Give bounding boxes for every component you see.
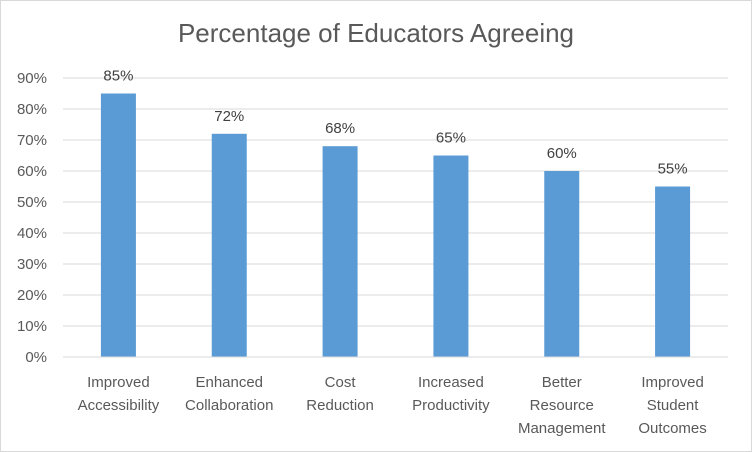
x-tick-label: Enhanced Collaboration <box>185 374 273 414</box>
y-tick-label: 10% <box>17 318 47 335</box>
bar[interactable] <box>544 171 580 357</box>
bar[interactable] <box>100 93 136 358</box>
y-tick-label: 40% <box>17 225 47 242</box>
bar[interactable] <box>433 155 469 358</box>
data-label: 60% <box>547 145 577 162</box>
data-label: 72% <box>214 108 244 125</box>
chart-title: Percentage of Educators Agreeing <box>177 18 575 48</box>
y-tick-label: 80% <box>17 101 47 118</box>
x-tick-label: Better Resource Management <box>518 374 606 437</box>
y-tick-label: 70% <box>17 132 47 149</box>
bar[interactable] <box>322 146 358 357</box>
x-tick-label: Improved Student Outcomes <box>638 374 706 437</box>
bar[interactable] <box>211 133 247 357</box>
data-label: 85% <box>103 68 133 85</box>
data-label: 65% <box>436 130 466 147</box>
x-tick-label: Increased Productivity <box>412 374 490 414</box>
y-tick-label: 30% <box>17 256 47 273</box>
data-label: 55% <box>658 161 688 178</box>
bar[interactable] <box>655 186 691 358</box>
data-label: 68% <box>325 120 355 137</box>
x-tick-label: Cost Reduction <box>306 374 374 414</box>
y-tick-label: 20% <box>17 287 47 304</box>
y-tick-label: 0% <box>25 349 47 366</box>
y-tick-label: 60% <box>17 163 47 180</box>
x-tick-label: Improved Accessibility <box>78 374 160 414</box>
y-tick-label: 50% <box>17 194 47 211</box>
y-tick-label: 90% <box>17 70 47 87</box>
